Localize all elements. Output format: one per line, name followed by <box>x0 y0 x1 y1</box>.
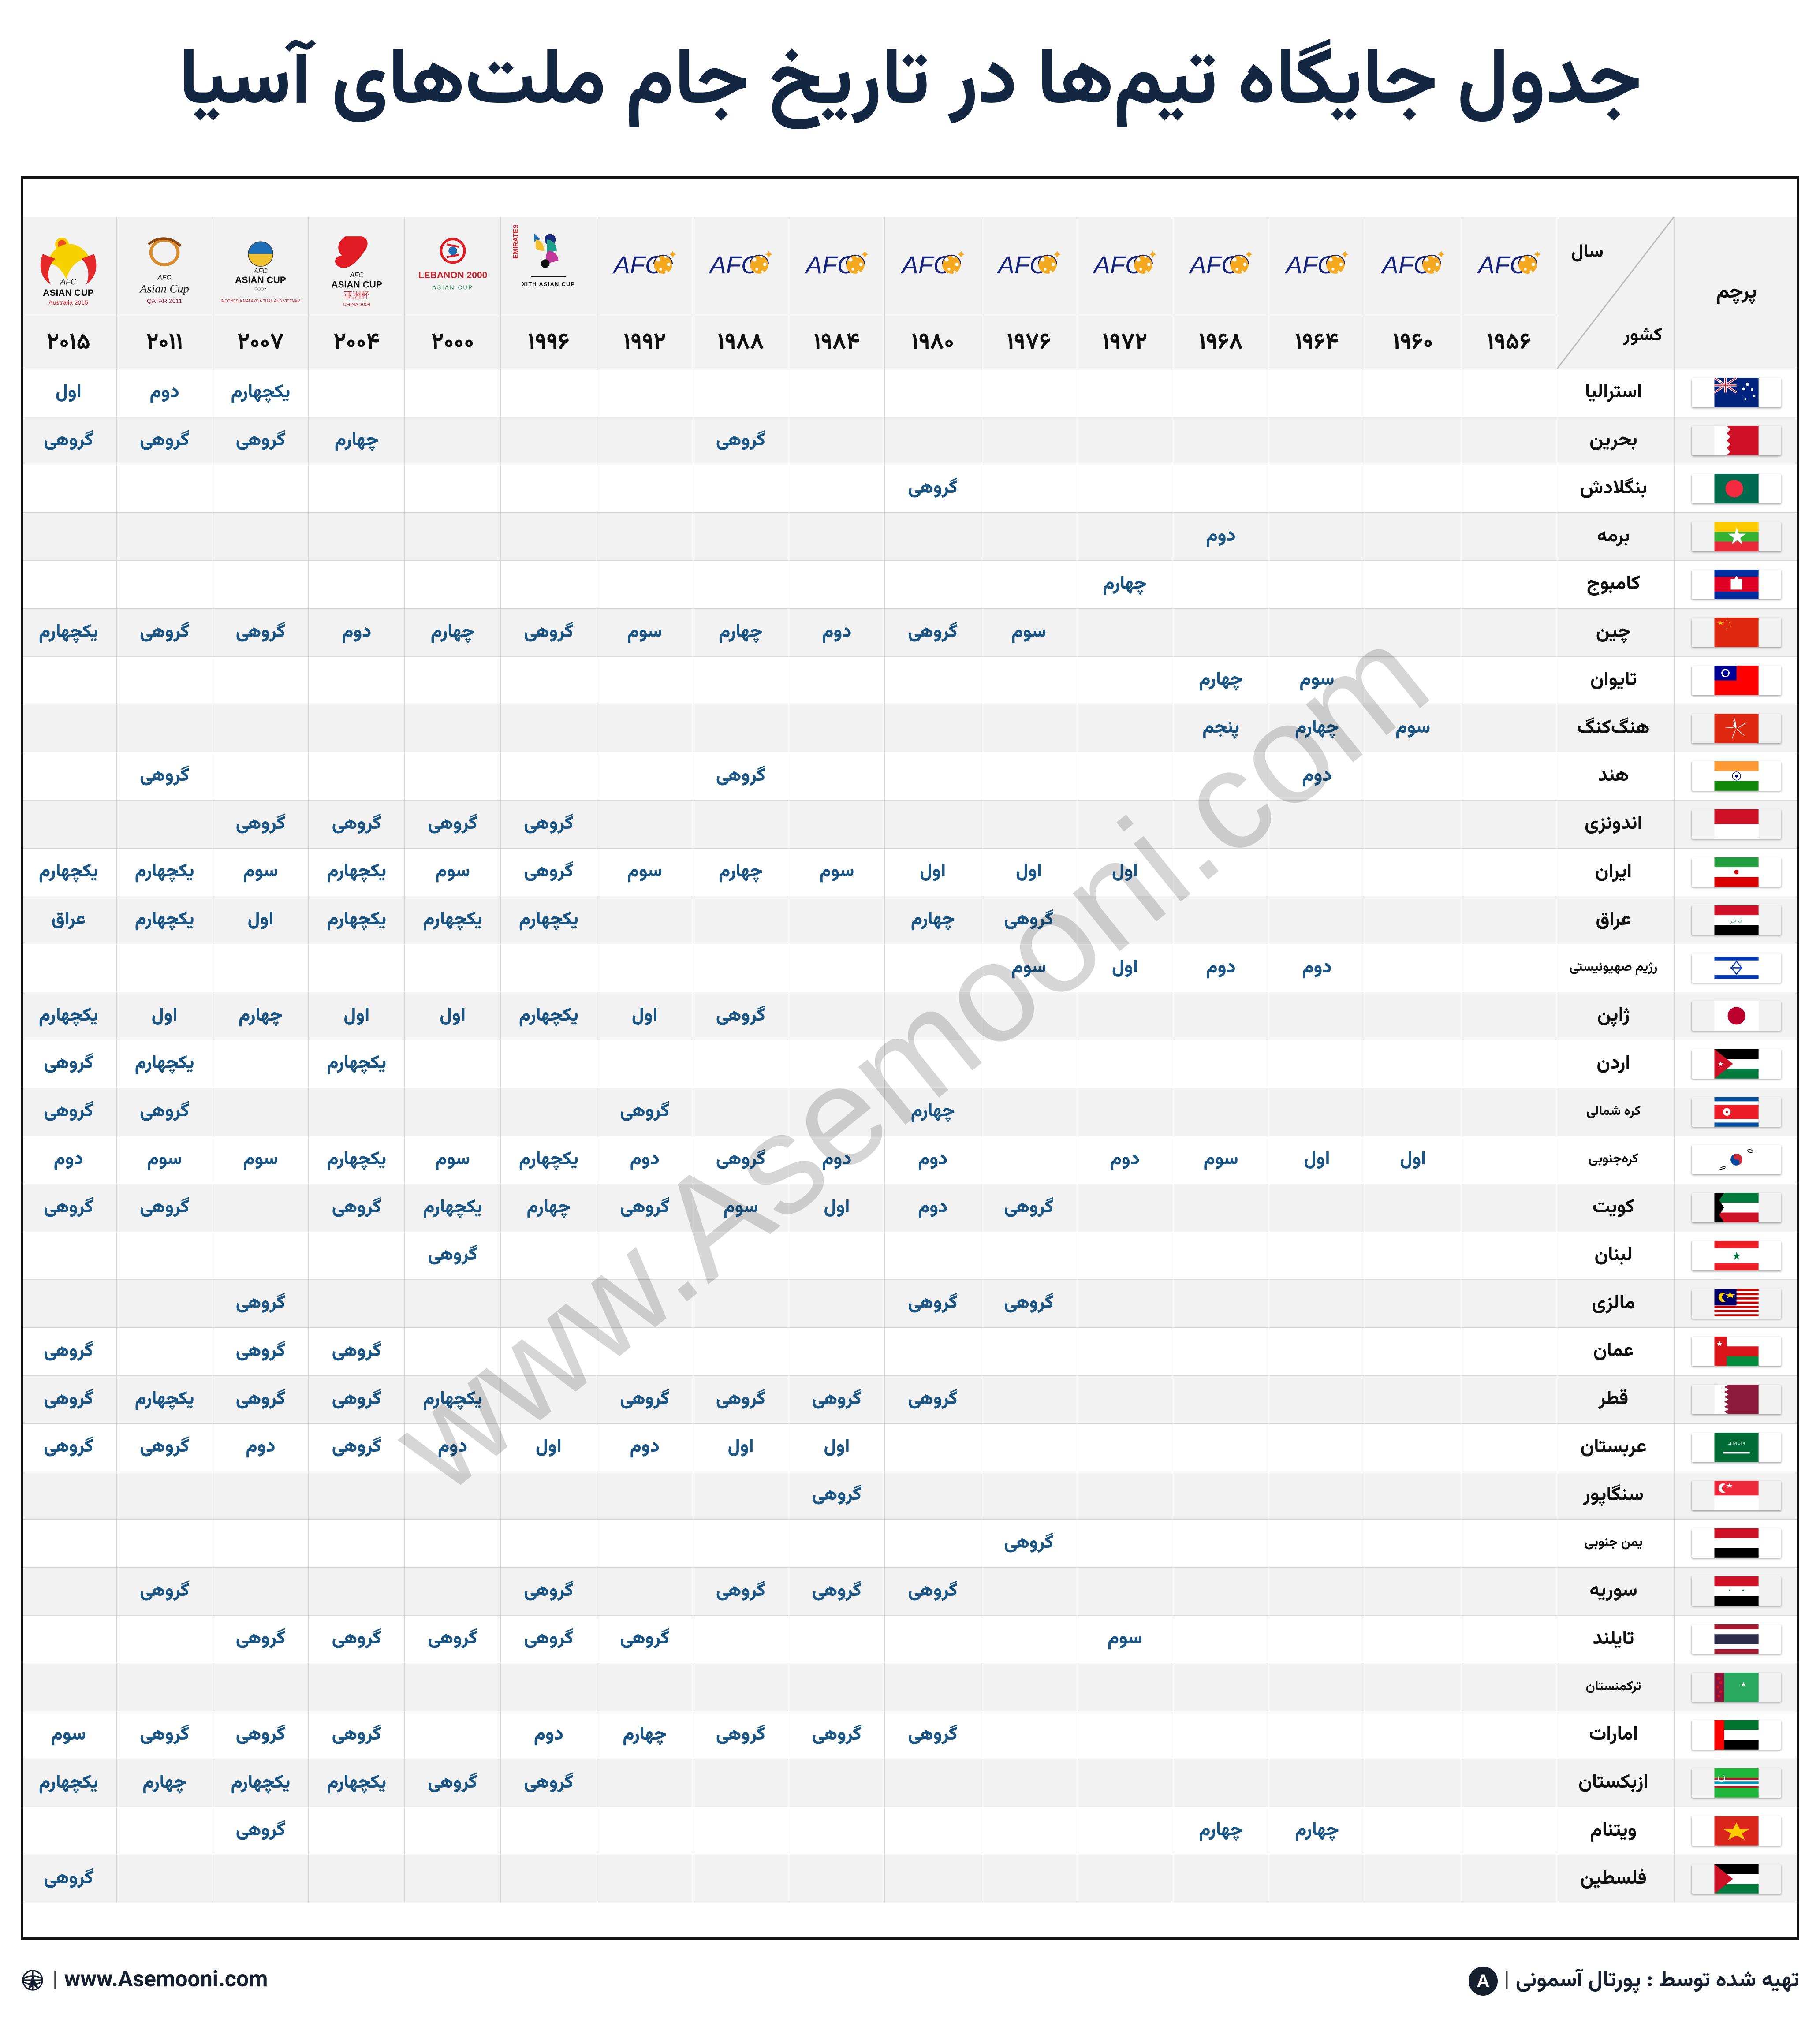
svg-text:Australia 2015: Australia 2015 <box>49 299 89 306</box>
svg-text:LEBANON 2000: LEBANON 2000 <box>418 270 487 280</box>
svg-text:ASIAN CUP: ASIAN CUP <box>43 288 94 298</box>
svg-text:A: A <box>1477 1971 1490 1991</box>
svg-text:AFC: AFC <box>349 272 364 279</box>
svg-text:EMIRATES: EMIRATES <box>512 225 520 259</box>
svg-text:لااله الاالله: لااله الاالله <box>1728 1442 1745 1446</box>
svg-text:Asian Cup: Asian Cup <box>139 282 189 295</box>
svg-text:ASIAN CUP: ASIAN CUP <box>235 275 286 285</box>
svg-text:ASIAN CUP: ASIAN CUP <box>331 280 382 290</box>
svg-text:亚洲杯: 亚洲杯 <box>343 291 369 301</box>
svg-text:XITH ASIAN CUP: XITH ASIAN CUP <box>522 281 575 287</box>
svg-text:QATAR 2011: QATAR 2011 <box>147 297 182 304</box>
svg-text:CHINA 2004: CHINA 2004 <box>343 302 370 308</box>
svg-text:INDONESIA MALAYSIA THAILAND VI: INDONESIA MALAYSIA THAILAND VIETNAM <box>221 299 301 303</box>
svg-text:AFC: AFC <box>254 268 268 275</box>
svg-text:AFC: AFC <box>60 278 77 287</box>
svg-text:2007: 2007 <box>254 286 267 292</box>
svg-text:ASIAN CUP: ASIAN CUP <box>432 284 473 291</box>
svg-text:AFC: AFC <box>157 274 172 282</box>
svg-text:الله اکبر: الله اکبر <box>1730 919 1743 923</box>
